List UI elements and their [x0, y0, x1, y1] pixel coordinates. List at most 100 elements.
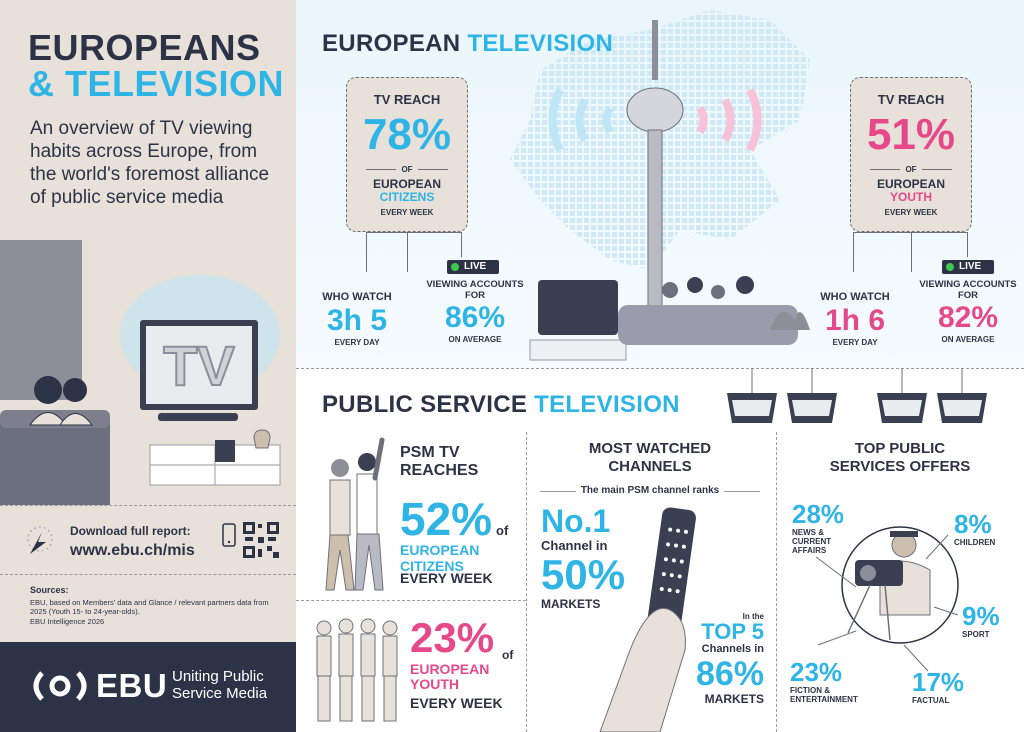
title-part-2: TELEVISION [534, 391, 680, 418]
sources-heading: Sources: [30, 585, 69, 595]
remote-hand-illustration [599, 507, 696, 732]
top5-line: Channels in [701, 643, 764, 655]
subheading-text: The main PSM channel ranks [575, 485, 725, 496]
offer-percent: 17% [912, 667, 965, 697]
most-watched-heading: MOST WATCHED CHANNELS [560, 440, 740, 476]
rank1-markets: MARKETS [541, 597, 601, 611]
live-viewing-youth: VIEWING ACCOUNTS FOR 82% ON AVERAGE [918, 279, 1018, 344]
hanging-tvs-illustration [727, 368, 987, 423]
youth-percent: 23% [410, 614, 495, 661]
tv-screen-text: TV [163, 334, 235, 397]
heading-line-1: MOST WATCHED [588, 440, 712, 457]
row-divider [296, 600, 526, 601]
public-service-television-title: PUBLIC SERVICE TELEVISION [322, 391, 680, 419]
live-viewing-citizens: VIEWING ACCOUNTS FOR 86% ON AVERAGE [425, 279, 525, 344]
live-badge: LIVE [447, 260, 499, 274]
group-line-1: EUROPEAN [400, 542, 480, 558]
title-part-1: PUBLIC SERVICE [322, 391, 528, 418]
youth-illustration [316, 618, 398, 722]
sources: Sources: EBU, based on Members' data and… [30, 585, 280, 626]
top-offers-heading: TOP PUBLIC SERVICES OFFERS [810, 440, 990, 476]
download-section: Download full report: www.ebu.ch/mis [0, 505, 296, 575]
viewing-label: VIEWING ACCOUNTS FOR [919, 279, 1017, 301]
psm-reaches-citizens: PSM TV REACHES 52% of EUROPEAN CITIZENS … [400, 444, 508, 586]
who-watch-citizens: WHO WATCH 3h 5 EVERY DAY [312, 291, 402, 347]
download-label: Download full report: [70, 524, 191, 538]
citizens-percent: 52% [400, 493, 493, 545]
sources-text: EBU, based on Members' data and Glance /… [30, 597, 269, 617]
tv-reach-of: OF [347, 165, 467, 174]
offer-fiction: 23% FICTION & ENTERTAINMENT [790, 658, 858, 704]
frequency: EVERY WEEK [884, 208, 938, 217]
group-line-2: YOUTH [890, 190, 932, 204]
footer-brand: EBU [96, 667, 168, 704]
column-divider [776, 432, 777, 732]
rank1-big: No.1 [541, 503, 611, 539]
title-part-1: EUROPEAN [322, 30, 461, 57]
psm-reaches-heading: PSM TV REACHES [400, 444, 478, 480]
tv-reach-youth-card: TV REACH 51% OF EUROPEAN YOUTH EVERY WEE… [850, 77, 972, 232]
group-line-1: EUROPEAN [372, 177, 441, 191]
group-line-1: EUROPEAN [876, 177, 945, 191]
offer-label-line-1: FICTION & [790, 686, 830, 695]
live-badge: LIVE [942, 260, 994, 274]
intro-text: An overview of TV viewing habits across … [30, 118, 270, 208]
tv-reach-percent: 78% [362, 110, 452, 159]
viewing-sub: ON AVERAGE [448, 335, 502, 344]
offer-percent: 28% [792, 499, 845, 529]
european-television-title: EUROPEAN TELEVISION [322, 30, 613, 58]
offer-children: 8% CHILDREN [954, 510, 995, 547]
offer-factual: 17% FACTUAL [912, 668, 964, 705]
offer-label-line-3: AFFAIRS [792, 546, 827, 555]
who-watch-sub: EVERY DAY [334, 338, 380, 347]
connector-line [853, 232, 968, 272]
qr-code-icon[interactable] [243, 522, 279, 558]
offer-label-line-1: NEWS & [792, 528, 824, 537]
group-line-1: EUROPEAN [410, 661, 490, 677]
title-line-2: & TELEVISION [28, 63, 285, 104]
tv-reach-of: OF [851, 165, 971, 174]
offer-label-line-2: CURRENT [792, 537, 832, 546]
frequency: EVERY WEEK [380, 208, 434, 217]
tagline-line-1: Uniting Public [172, 668, 264, 685]
tv-reach-citizens-card: TV REACH 78% OF EUROPEAN CITIZENS EVERY … [346, 77, 468, 232]
column-divider [526, 432, 527, 732]
who-watch-value: 1h 6 [824, 304, 886, 337]
who-watch-youth: WHO WATCH 1h 6 EVERY DAY [800, 291, 910, 347]
top5-percent: 86% [695, 655, 764, 693]
title-part-2: TELEVISION [467, 30, 614, 57]
most-watched-subheading: The main PSM channel ranks [540, 485, 760, 496]
group-line-2: CITIZENS [400, 558, 464, 574]
viewing-label: VIEWING ACCOUNTS FOR [426, 279, 524, 301]
ebu-logo-icon [33, 671, 87, 701]
who-watch-value: 3h 5 [326, 304, 388, 337]
of-label: of [502, 648, 514, 662]
top5-inthe: In the [742, 612, 764, 621]
rank-number-one: No.1 Channel in 50% MARKETS [541, 504, 625, 611]
offer-percent: 23% [790, 657, 843, 687]
adults-illustration [325, 437, 385, 591]
tv-reach-percent: 51% [866, 110, 956, 159]
offer-news: 28% NEWS & CURRENT AFFAIRS [792, 500, 844, 555]
connector-line [911, 232, 912, 272]
tagline-line-2: Service Media [172, 685, 268, 702]
phone-icon [222, 523, 236, 547]
rank-top-five: In the TOP 5 Channels in 86% MARKETS [668, 612, 764, 706]
section-divider [296, 368, 1024, 369]
page-title: EUROPEANS & TELEVISION [28, 30, 284, 102]
viewing-sub: ON AVERAGE [941, 335, 995, 344]
download-link[interactable]: www.ebu.ch/mis [70, 542, 195, 559]
offer-label-line-1: FACTUAL [912, 696, 950, 705]
heading-line-1: TOP PUBLIC [854, 440, 946, 457]
connector-line [366, 232, 462, 272]
tv-reach-heading: TV REACH [877, 92, 945, 107]
who-watch-sub: EVERY DAY [832, 338, 878, 347]
footer: EBU Uniting Public Service Media [0, 642, 296, 732]
of-label: of [496, 523, 509, 538]
heading-line-1: PSM TV [400, 444, 460, 461]
connector-line [461, 232, 462, 257]
offer-label-line-2: ENTERTAINMENT [790, 695, 858, 704]
who-watch-label: WHO WATCH [820, 291, 890, 303]
rank1-line: Channel in [541, 538, 608, 553]
heading-line-2: REACHES [400, 462, 479, 479]
